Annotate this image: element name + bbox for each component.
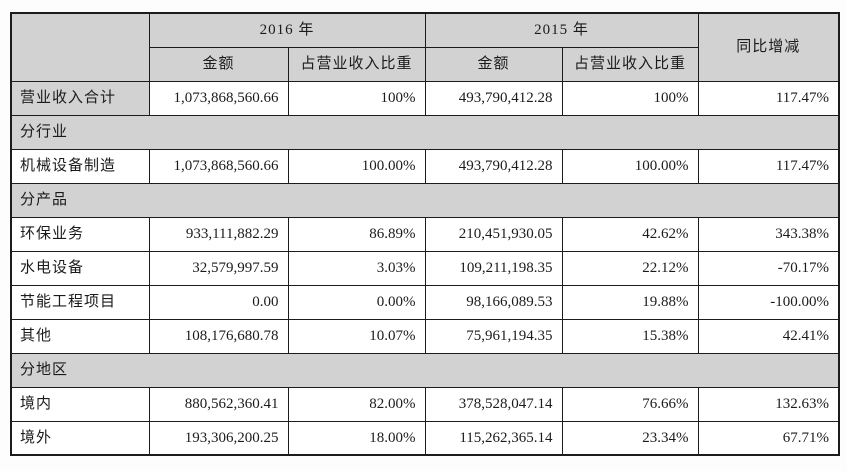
table-row-domestic: 境内 880,562,360.41 82.00% 378,528,047.14 … — [10, 386, 840, 422]
ratio-2016: 100.00% — [287, 148, 426, 184]
table-row-overseas: 境外 193,306,200.25 18.00% 115,262,365.14 … — [10, 420, 840, 456]
yoy-change: -100.00% — [697, 284, 840, 320]
ratio-2016: 10.07% — [287, 318, 426, 354]
yoy-change: 42.41% — [697, 318, 840, 354]
yoy-change: 343.38% — [697, 216, 840, 252]
ratio-2016: 3.03% — [287, 250, 426, 286]
section-label: 分地区 — [10, 352, 840, 388]
ratio-2016: 100% — [287, 80, 426, 116]
amount-2016: 0.00 — [148, 284, 289, 320]
yoy-change: 132.63% — [697, 386, 840, 422]
amount-2016: 880,562,360.41 — [148, 386, 289, 422]
header-row-years: 2016 年 2015 年 同比增减 — [10, 12, 840, 82]
row-label: 机械设备制造 — [10, 148, 150, 184]
yoy-change: -70.17% — [697, 250, 840, 286]
ratio-2015: 23.34% — [561, 420, 699, 456]
amount-2016: 32,579,997.59 — [148, 250, 289, 286]
ratio-2015: 22.12% — [561, 250, 699, 286]
amount-2015: 493,790,412.28 — [424, 80, 563, 116]
table-row-other: 其他 108,176,680.78 10.07% 75,961,194.35 1… — [10, 318, 840, 354]
ratio-2015: 42.62% — [561, 216, 699, 252]
ratio-2016: 86.89% — [287, 216, 426, 252]
table-row-environmental: 环保业务 933,111,882.29 86.89% 210,451,930.0… — [10, 216, 840, 252]
row-label: 其他 — [10, 318, 150, 354]
amount-2015: 210,451,930.05 — [424, 216, 563, 252]
yoy-change: 117.47% — [697, 80, 840, 116]
col-header-ratio-2015: 占营业收入比重 — [561, 46, 699, 82]
section-label: 分行业 — [10, 114, 840, 150]
ratio-2016: 82.00% — [287, 386, 426, 422]
amount-2016: 933,111,882.29 — [148, 216, 289, 252]
ratio-2015: 100.00% — [561, 148, 699, 184]
amount-2016: 1,073,868,560.66 — [148, 80, 289, 116]
table-row-hydropower: 水电设备 32,579,997.59 3.03% 109,211,198.35 … — [10, 250, 840, 286]
amount-2015: 75,961,194.35 — [424, 318, 563, 354]
col-header-amount-2015: 金额 — [424, 46, 563, 82]
yoy-change: 67.71% — [697, 420, 840, 456]
amount-2015: 378,528,047.14 — [424, 386, 563, 422]
row-label: 境内 — [10, 386, 150, 422]
amount-2016: 108,176,680.78 — [148, 318, 289, 354]
ratio-2016: 0.00% — [287, 284, 426, 320]
amount-2015: 98,166,089.53 — [424, 284, 563, 320]
section-label: 分产品 — [10, 182, 840, 218]
section-row-by-product: 分产品 — [10, 182, 840, 218]
col-header-year-2015: 2015 年 — [424, 12, 699, 48]
row-label: 境外 — [10, 420, 150, 456]
row-label: 节能工程项目 — [10, 284, 150, 320]
table-row-energy-saving: 节能工程项目 0.00 0.00% 98,166,089.53 19.88% -… — [10, 284, 840, 320]
row-label: 营业收入合计 — [10, 80, 150, 116]
ratio-2015: 100% — [561, 80, 699, 116]
revenue-breakdown-table: 2016 年 2015 年 同比增减 金额 占营业收入比重 金额 占营业收入比重… — [10, 12, 841, 456]
ratio-2015: 15.38% — [561, 318, 699, 354]
ratio-2015: 76.66% — [561, 386, 699, 422]
amount-2015: 493,790,412.28 — [424, 148, 563, 184]
amount-2016: 1,073,868,560.66 — [148, 148, 289, 184]
col-header-ratio-2016: 占营业收入比重 — [287, 46, 426, 82]
table-row-total-revenue: 营业收入合计 1,073,868,560.66 100% 493,790,412… — [10, 80, 840, 116]
table-row-machinery: 机械设备制造 1,073,868,560.66 100.00% 493,790,… — [10, 148, 840, 184]
amount-2015: 115,262,365.14 — [424, 420, 563, 456]
row-label: 水电设备 — [10, 250, 150, 286]
ratio-2015: 19.88% — [561, 284, 699, 320]
corner-cell — [10, 12, 150, 82]
header-row-metrics: 金额 占营业收入比重 金额 占营业收入比重 — [11, 46, 839, 82]
amount-2015: 109,211,198.35 — [424, 250, 563, 286]
col-header-amount-2016: 金额 — [148, 46, 289, 82]
amount-2016: 193,306,200.25 — [148, 420, 289, 456]
section-row-by-region: 分地区 — [10, 352, 840, 388]
section-row-by-industry: 分行业 — [10, 114, 840, 150]
col-header-year-2016: 2016 年 — [148, 12, 426, 48]
yoy-change: 117.47% — [697, 148, 840, 184]
row-label: 环保业务 — [10, 216, 150, 252]
ratio-2016: 18.00% — [287, 420, 426, 456]
col-header-yoy: 同比增减 — [697, 12, 840, 82]
